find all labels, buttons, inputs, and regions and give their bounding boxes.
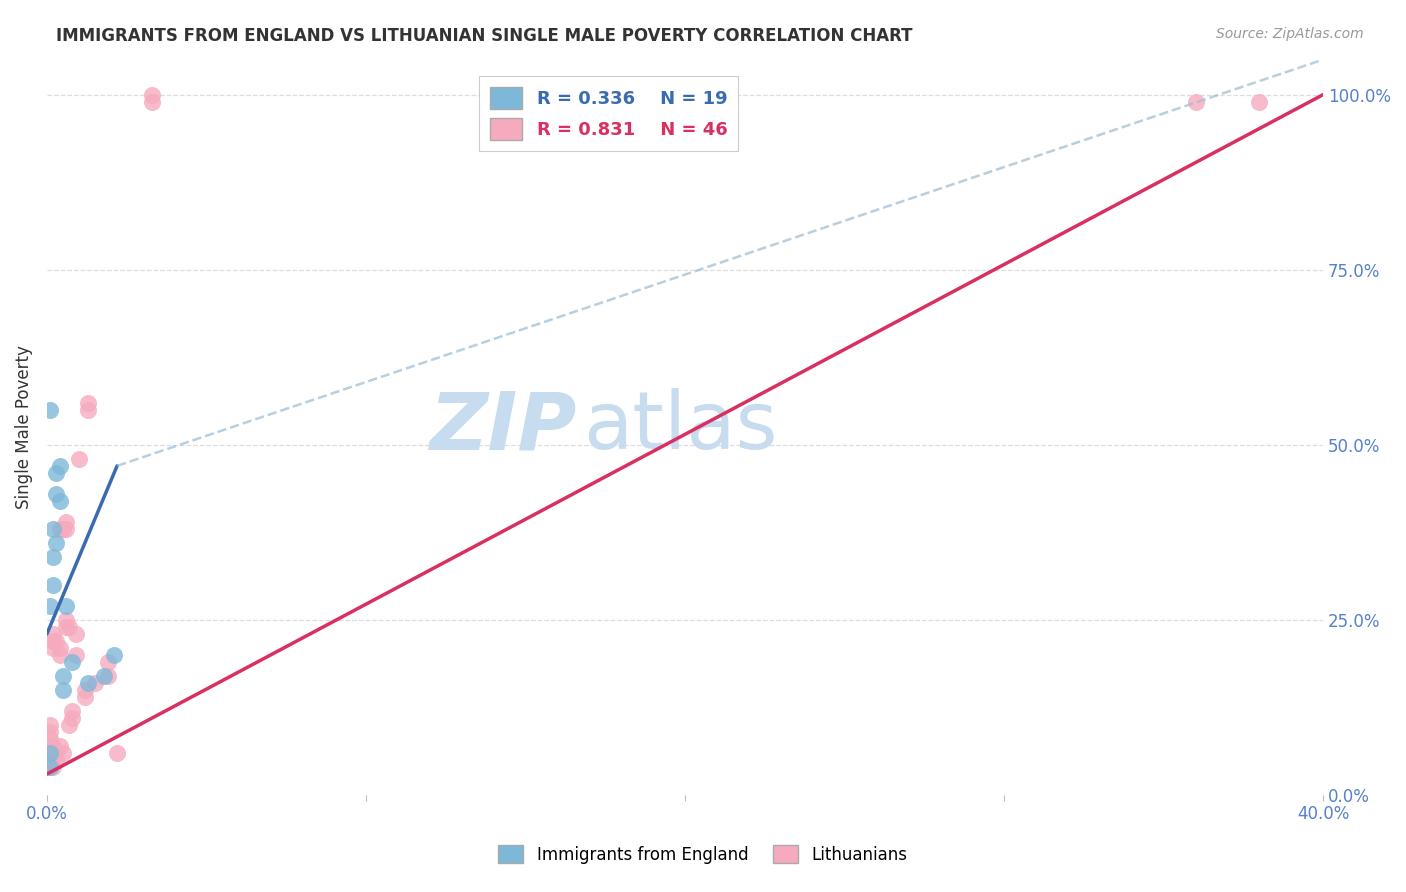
Point: [65, 627, 87, 641]
Point: [39, 732, 62, 747]
Point: [42, 578, 65, 592]
Text: Source: ZipAtlas.com: Source: ZipAtlas.com: [1216, 27, 1364, 41]
Point: [1249, 95, 1271, 109]
Point: [77, 402, 100, 417]
Point: [39, 402, 62, 417]
Point: [42, 634, 65, 648]
Point: [42, 746, 65, 760]
Point: [52, 669, 75, 683]
Point: [39, 599, 62, 613]
Point: [48, 640, 70, 655]
Point: [45, 466, 67, 480]
Point: [45, 487, 67, 501]
Point: [39, 739, 62, 753]
Point: [62, 655, 84, 669]
Point: [83, 676, 105, 690]
Point: [39, 760, 62, 774]
Text: IMMIGRANTS FROM ENGLAND VS LITHUANIAN SINGLE MALE POVERTY CORRELATION CHART: IMMIGRANTS FROM ENGLAND VS LITHUANIAN SI…: [56, 27, 912, 45]
Point: [39, 760, 62, 774]
Point: [48, 648, 70, 662]
Point: [42, 522, 65, 536]
Point: [55, 620, 77, 634]
Point: [39, 739, 62, 753]
Text: ZIP: ZIP: [429, 388, 576, 467]
Point: [52, 683, 75, 698]
Point: [48, 522, 70, 536]
Point: [45, 753, 67, 767]
Point: [52, 746, 75, 760]
Point: [62, 704, 84, 718]
Point: [75, 683, 97, 698]
Point: [62, 711, 84, 725]
Point: [39, 753, 62, 767]
Point: [105, 746, 128, 760]
Point: [48, 494, 70, 508]
Legend: R = 0.336    N = 19, R = 0.831    N = 46: R = 0.336 N = 19, R = 0.831 N = 46: [479, 76, 738, 151]
Point: [103, 648, 125, 662]
Point: [39, 746, 62, 760]
Point: [45, 634, 67, 648]
Point: [77, 676, 100, 690]
Point: [42, 640, 65, 655]
Text: atlas: atlas: [583, 388, 778, 467]
Point: [75, 690, 97, 704]
Point: [42, 739, 65, 753]
Legend: Immigrants from England, Lithuanians: Immigrants from England, Lithuanians: [492, 838, 914, 871]
Point: [1184, 95, 1206, 109]
Point: [58, 718, 80, 732]
Point: [42, 549, 65, 564]
Point: [48, 739, 70, 753]
Point: [96, 655, 118, 669]
Y-axis label: Single Male Poverty: Single Male Poverty: [15, 345, 32, 509]
Point: [65, 648, 87, 662]
Point: [96, 669, 118, 683]
Point: [58, 620, 80, 634]
Point: [39, 725, 62, 739]
Point: [45, 746, 67, 760]
Point: [55, 522, 77, 536]
Point: [55, 599, 77, 613]
Point: [52, 522, 75, 536]
Point: [77, 396, 100, 410]
Point: [42, 760, 65, 774]
Point: [42, 627, 65, 641]
Point: [39, 718, 62, 732]
Point: [141, 87, 163, 102]
Point: [141, 95, 163, 109]
Point: [45, 536, 67, 550]
Point: [55, 515, 77, 529]
Point: [93, 669, 115, 683]
Point: [55, 613, 77, 627]
Point: [48, 458, 70, 473]
Point: [39, 746, 62, 760]
Point: [67, 451, 90, 466]
